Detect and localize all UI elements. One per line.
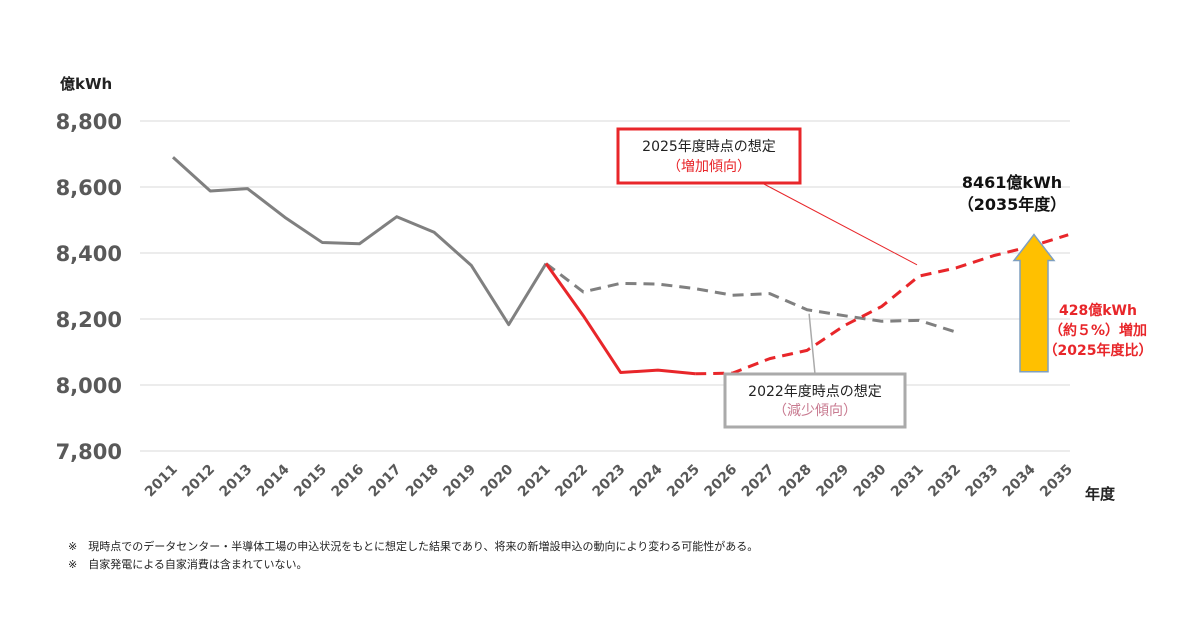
x-tick-label-2012: 2012 — [179, 462, 218, 501]
y-tick-label-8600: 8,600 — [56, 176, 122, 200]
x-tick-label-2027: 2027 — [739, 462, 778, 501]
annotation-box-2025-title: 2025年度時点の想定 — [642, 139, 776, 155]
footnote-1: ※ 現時点でのデータセンター・半導体工場の申込状況をもとに想定した結果であり、将… — [68, 540, 759, 553]
total-callout: 8461億kWh （2035年度） — [958, 173, 1067, 214]
x-tick-label-2029: 2029 — [813, 462, 852, 501]
x-tick-label-2034: 2034 — [1000, 461, 1039, 500]
x-tick-label-2013: 2013 — [217, 462, 256, 501]
y-axis-unit-label: 億kWh — [60, 75, 112, 93]
x-tick-label-2026: 2026 — [701, 462, 740, 501]
y-tick-label-7800: 7,800 — [56, 440, 122, 464]
series-line-forecast_2025 — [695, 233, 1069, 376]
x-tick-label-2022: 2022 — [552, 462, 591, 501]
x-tick-label-2017: 2017 — [366, 462, 405, 501]
series-line-forecast_2022 — [545, 262, 957, 334]
x-tick-label-2030: 2030 — [851, 461, 890, 500]
x-tick-label-2035: 2035 — [1037, 462, 1076, 501]
x-tick-label-2016: 2016 — [328, 462, 367, 501]
increase-arrow-icon — [1012, 233, 1056, 373]
x-tick-label-2011: 2011 — [142, 462, 181, 501]
y-tick-label-8800: 8,800 — [56, 110, 122, 134]
x-tick-label-2028: 2028 — [776, 462, 815, 501]
annotation-box-2025-subtitle: （増加傾向） — [667, 159, 751, 175]
increase-callout-value: 428億kWh — [1059, 302, 1137, 319]
x-axis-unit-label: 年度 — [1085, 485, 1116, 503]
total-callout-year: （2035年度） — [958, 195, 1067, 214]
annotation-box-2022-frame — [723, 372, 907, 429]
y-tick-label-8200: 8,200 — [56, 308, 122, 332]
x-tick-label-2025: 2025 — [664, 462, 703, 501]
y-axis-ticks: 7,800 8,000 8,200 8,400 8,600 8,800 — [56, 110, 122, 464]
y-tick-label-8400: 8,400 — [56, 242, 122, 266]
increase-callout-basis: （2025年度比） — [1044, 342, 1153, 359]
series-line-actual — [171, 156, 548, 327]
connector-2025-line — [761, 182, 918, 266]
x-tick-label-2021: 2021 — [515, 462, 554, 501]
series-lines — [171, 156, 1069, 376]
x-tick-label-2024: 2024 — [627, 461, 666, 500]
connector-2022-line — [808, 313, 816, 375]
annotation-box-2022-title: 2022年度時点の想定 — [748, 384, 882, 400]
x-tick-label-2033: 2033 — [963, 462, 1002, 501]
annotation-box-2022: 2022年度時点の想定 （減少傾向） — [723, 372, 907, 429]
increase-callout: 428億kWh （約５%）増加 （2025年度比） — [1044, 302, 1153, 359]
x-tick-label-2019: 2019 — [440, 462, 479, 501]
x-tick-label-2031: 2031 — [888, 462, 927, 501]
x-tick-label-2023: 2023 — [590, 462, 629, 501]
y-tick-label-8000: 8,000 — [56, 374, 122, 398]
total-callout-value: 8461億kWh — [962, 173, 1062, 192]
x-tick-label-2032: 2032 — [925, 462, 964, 501]
x-axis-ticks: 2011201220132014201520162017201820192020… — [142, 461, 1076, 500]
x-tick-label-2015: 2015 — [291, 462, 330, 501]
annotation-box-2025: 2025年度時点の想定 （増加傾向） — [616, 127, 802, 185]
series-line-forecast_2025_actual — [544, 262, 696, 376]
x-tick-label-2014: 2014 — [254, 461, 293, 500]
gridlines — [140, 120, 1070, 452]
x-tick-label-2018: 2018 — [403, 462, 442, 501]
increase-callout-percent: （約５%）増加 — [1049, 322, 1147, 339]
x-tick-label-2020: 2020 — [478, 461, 517, 500]
increase-arrow-shape — [1012, 233, 1056, 373]
annotation-connectors — [761, 182, 918, 375]
annotation-box-2025-frame — [616, 127, 802, 185]
annotation-box-2022-subtitle: （減少傾向） — [773, 402, 857, 419]
footnote-2: ※ 自家発電による自家消費は含まれていない。 — [68, 558, 308, 571]
